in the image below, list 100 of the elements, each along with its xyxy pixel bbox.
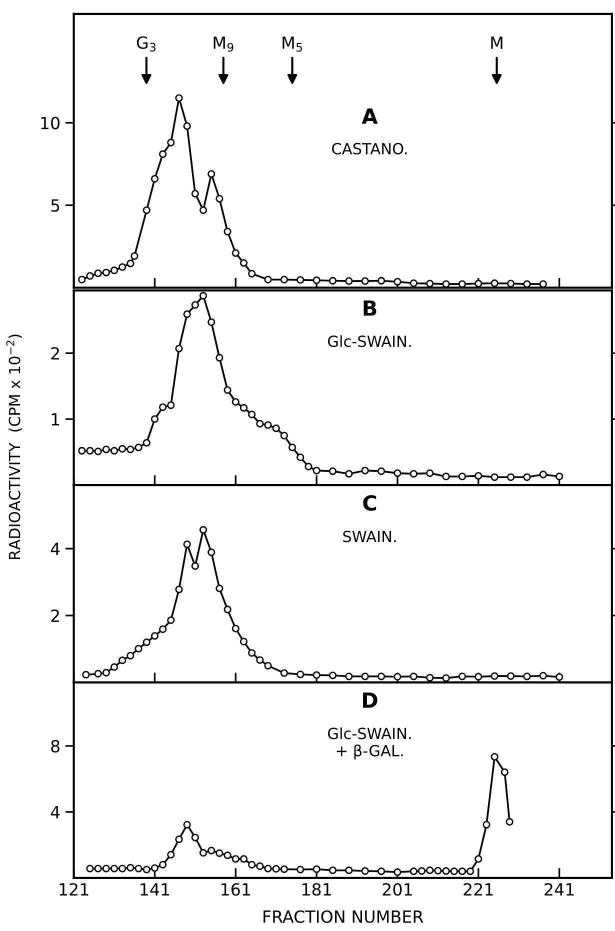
point: [191, 562, 199, 570]
point: [167, 401, 175, 410]
point: [232, 249, 240, 257]
point: [426, 866, 434, 874]
point: [410, 868, 418, 876]
point: [224, 852, 232, 860]
point: [442, 280, 450, 288]
point: [345, 672, 353, 680]
x-tick-label: 201: [382, 883, 412, 896]
point: [175, 586, 183, 594]
point: [377, 868, 386, 876]
point: [426, 469, 434, 477]
point: [312, 865, 320, 874]
point: [134, 444, 142, 452]
point: [232, 624, 240, 632]
point: [183, 122, 191, 130]
point: [240, 259, 248, 267]
point: [102, 864, 110, 872]
point: [134, 864, 142, 872]
point: [556, 472, 564, 480]
point: [490, 473, 498, 481]
point: [86, 272, 94, 280]
point: [110, 864, 118, 872]
point: [142, 638, 150, 646]
point: [523, 280, 531, 288]
point: [345, 866, 353, 874]
point: [94, 864, 102, 872]
point: [158, 860, 167, 869]
point: [377, 672, 386, 680]
point: [118, 444, 126, 453]
point: [328, 866, 337, 874]
point: [410, 672, 418, 680]
chart-title: C: [363, 495, 376, 511]
text: Glc-SWAIN. + β-GAL.: [328, 727, 411, 760]
annotation: M$_{5}$: [282, 36, 302, 52]
point: [150, 175, 159, 183]
point: [296, 866, 304, 874]
point: [506, 473, 515, 481]
point: [490, 753, 498, 761]
point: [474, 280, 482, 288]
point: [240, 638, 248, 646]
point: [110, 663, 118, 671]
point: [264, 421, 272, 429]
point: [523, 473, 531, 481]
point: [506, 672, 515, 680]
point: [248, 270, 256, 278]
point: [377, 467, 386, 476]
point: [134, 644, 142, 652]
annotation: G$_{3}$: [136, 36, 156, 52]
x-tick-label: 121: [60, 883, 88, 896]
point: [126, 652, 134, 660]
point: [110, 266, 118, 274]
point: [328, 672, 337, 680]
point: [256, 420, 264, 428]
point: [442, 867, 450, 875]
point: [199, 206, 208, 214]
point: [78, 276, 86, 284]
point: [442, 674, 450, 682]
point: [264, 276, 272, 284]
point: [175, 836, 183, 844]
point: [86, 864, 94, 872]
point: [345, 277, 353, 285]
point: [361, 277, 369, 285]
point: [183, 820, 191, 828]
point: [312, 466, 320, 474]
y-tick-label: 5: [51, 199, 60, 212]
point: [539, 470, 547, 478]
point: [288, 444, 296, 452]
point: [82, 670, 90, 679]
annotation: M$_{9}$: [214, 36, 234, 52]
point: [199, 849, 208, 857]
point: [500, 768, 509, 776]
point: [506, 818, 514, 826]
point: [556, 673, 564, 681]
point: [296, 276, 304, 284]
point: [126, 864, 134, 872]
point: [410, 279, 418, 288]
point: [191, 834, 199, 842]
point: [272, 424, 280, 432]
point: [118, 263, 126, 271]
point: [191, 301, 199, 309]
point: [216, 194, 224, 202]
x-tick-label: 221: [464, 883, 493, 896]
point: [426, 674, 434, 682]
point: [458, 672, 466, 680]
point: [216, 849, 224, 858]
point: [426, 280, 434, 288]
point: [224, 606, 232, 614]
point: [361, 867, 369, 875]
point: [232, 855, 240, 863]
point: [167, 616, 175, 624]
point: [126, 260, 134, 268]
text: SWAIN.: [343, 530, 396, 542]
point: [167, 138, 175, 146]
point: [208, 548, 216, 556]
point: [142, 206, 150, 214]
point: [208, 846, 216, 854]
y-tick-label: 4: [50, 806, 60, 818]
text: CASTANO.: [332, 142, 407, 154]
chart-title: B: [364, 300, 376, 316]
